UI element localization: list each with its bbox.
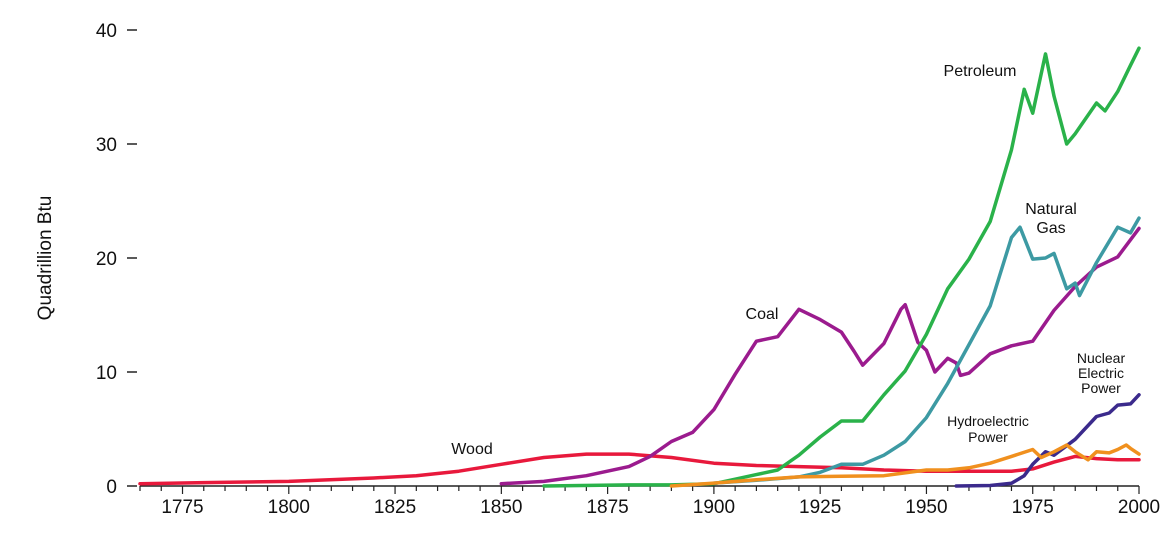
x-tick-label: 1825 [374,497,416,518]
y-tick-label: 40 [96,21,117,42]
coal-label: Coal [746,306,779,323]
series-lines [138,46,1141,488]
hydroelectric-power-label: Hydroelectric Power [947,413,1029,445]
y-axis-title: Quadrillion Btu [35,196,56,321]
x-axis: 1775 1800 1825 1850 1875 1900 1925 1950 1975 2000 [139,485,1160,518]
nuclear-electric-power-label-line: Nuclear [1077,350,1126,366]
y-tick-label: 30 [96,135,117,156]
hydroelectric-power-label-line: Hydroelectric [947,413,1029,429]
nuclear-electric-power-label-line: Electric [1078,365,1124,381]
wood-label-line: Wood [451,441,493,458]
x-tick-label: 1800 [268,497,310,518]
coal-line [499,226,1141,486]
natural-gas-label: Natural Gas [1025,201,1077,237]
x-tick-label: 1900 [693,497,735,518]
petroleum-line [542,46,1141,488]
petroleum-label: Petroleum [944,63,1017,80]
x-tick-label: 1775 [161,497,203,518]
wood-line [138,452,1141,486]
series-labels: Wood Coal Petroleum Natural Gas Nuclear Electr… [451,63,1125,458]
natural-gas-line [712,216,1141,485]
y-tick-label: 20 [96,249,117,270]
y-tick-label: 10 [96,363,117,384]
x-tick-label: 1875 [586,497,628,518]
petroleum-label-line: Petroleum [944,63,1017,80]
x-tick-label: 1925 [799,497,841,518]
natural-gas-label-line: Gas [1036,220,1065,237]
coal-label-line: Coal [746,306,779,323]
x-tick-label: 2000 [1118,497,1160,518]
x-tick-label: 1950 [905,497,947,518]
y-axis: 0 10 20 30 40 [96,21,137,498]
natural-gas-label-line: Natural [1025,201,1077,218]
nuclear-electric-power-line [954,393,1141,488]
hydroelectric-power-label-line: Power [968,429,1008,445]
nuclear-electric-power-label-line: Power [1081,380,1121,396]
y-tick-label: 0 [106,477,117,498]
x-tick-label: 1850 [480,497,522,518]
x-tick-label: 1975 [1012,497,1054,518]
wood-label: Wood [451,441,493,458]
hydroelectric-power-line [669,443,1141,488]
nuclear-electric-power-label: Nuclear Electric Power [1077,350,1126,396]
